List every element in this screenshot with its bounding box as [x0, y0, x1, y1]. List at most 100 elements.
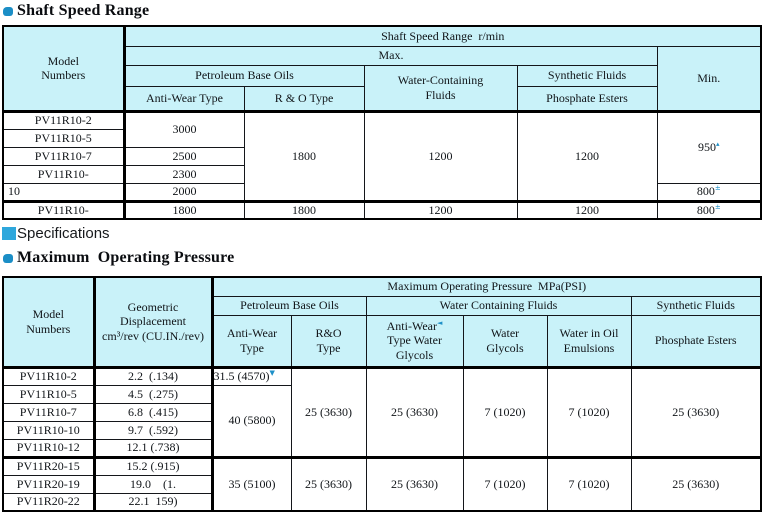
displacement-cell: 19.0 (1.: [92, 474, 213, 494]
pressure-cell: 25 (3630): [630, 366, 762, 458]
model-cell: PV11R10-7: [2, 402, 95, 422]
pressure-cell: 31.5 (4570)▼: [210, 366, 292, 386]
min-speed-cell: 800±: [656, 199, 762, 220]
speed-cell: 1800: [243, 199, 365, 220]
table-row: PV11R10-10 9.7 (.592): [2, 420, 761, 440]
speed-cell: 1800: [122, 199, 245, 220]
model-cell: PV11R10-5: [2, 128, 125, 148]
pressure-cell: 40 (5800): [210, 384, 292, 458]
pressure-cell: 25 (3630): [365, 455, 464, 512]
synthetic-fluids-header: Synthetic Fluids: [630, 295, 762, 316]
synthetic-fluids-header: Synthetic Fluids: [516, 64, 658, 87]
table-row: PV11R10-7 6.8 (.415): [2, 402, 761, 422]
model-cell: PV11R10-: [2, 199, 125, 220]
model-cell: PV11R10-10: [2, 420, 95, 440]
petroleum-base-oils-header: Petroleum Base Oils: [210, 295, 367, 316]
displacement-cell: 2.2 (.134): [92, 366, 213, 386]
pressure-cell: 25 (3630): [290, 366, 367, 458]
footnote-marker-icon: ▼: [269, 369, 275, 378]
speed-cell: 1800: [243, 110, 365, 202]
table-row: Petroleum Base Oils Water Containing Flu…: [3, 295, 762, 316]
table-row: PV11R10- 1800 1800 1200 1200 800±: [2, 199, 762, 220]
table-row: PV11R20-22 22.1 159): [2, 492, 761, 512]
displacement-cell: 15.2 (.915): [92, 455, 213, 476]
model-cell: 10: [2, 182, 125, 202]
shaft-speed-range-title-cell: Shaft Speed Range r/min: [122, 25, 762, 47]
petroleum-base-oils-header: Petroleum Base Oils: [122, 64, 365, 87]
model-numbers-header: Model Numbers: [2, 25, 125, 113]
anti-wear-type-header: Anti-Wear Type: [122, 85, 245, 113]
model-cell: PV11R20-19: [2, 474, 95, 494]
pressure-cell: 25 (3630): [290, 455, 367, 512]
displacement-cell: 12.1 (.738): [92, 438, 213, 458]
speed-cell: 2000: [122, 182, 245, 202]
displacement-cell: 6.8 (.415): [92, 402, 213, 422]
min-speed-value: 950: [697, 140, 716, 155]
model-cell: PV11R10-12: [2, 438, 95, 458]
section-heading-shaft-speed-range: Shaft Speed Range: [3, 2, 760, 20]
section-heading-specifications: Specifications: [2, 225, 760, 242]
bullet-icon: [3, 253, 13, 263]
anti-wear-type-header: Anti-Wear Type: [210, 314, 292, 369]
table-row: Petroleum Base Oils Water-Containing Flu…: [3, 64, 761, 113]
max-operating-pressure-title-cell: Maximum Operating Pressure MPa(PSI): [210, 276, 762, 297]
phosphate-esters-header: Phosphate Esters: [516, 85, 658, 113]
heading-text: Specifications: [17, 225, 110, 242]
table-row: Model Numbers Geometric Displacement cm³…: [2, 276, 762, 369]
table-row: Model Numbers Shaft Speed Range r/min: [2, 25, 762, 113]
footnote-marker-icon: ◄: [436, 318, 443, 327]
water-containing-fluids-header: Water-Containing Fluids: [363, 64, 518, 113]
table-row: PV11R10-2 2.2 (.134) 31.5 (4570)▼ 25 (36…: [2, 366, 762, 458]
displacement-cell: 4.5 (.275): [92, 384, 213, 404]
table-row: PV11R10-5 4.5 (.275) 40 (5800): [2, 384, 761, 458]
model-cell: PV11R10-: [2, 164, 125, 184]
min-speed-value: 800: [696, 184, 715, 199]
pressure-cell: 7 (1020): [462, 455, 548, 512]
heading-text: Maximum Operating Pressure: [17, 249, 235, 266]
model-numbers-header: Model Numbers: [2, 276, 95, 369]
min-header: Min.: [656, 45, 762, 113]
pressure-cell: 7 (1020): [546, 366, 632, 458]
phosphate-esters-header: Phosphate Esters: [630, 314, 762, 369]
shaft-speed-range-table: Model Numbers Shaft Speed Range r/min Ma…: [2, 25, 762, 220]
pressure-cell: 25 (3630): [365, 366, 464, 458]
max-header: Max.: [122, 45, 658, 66]
table-row: PV11R20-15 15.2 (.915) 35 (5100) 25 (363…: [2, 455, 762, 512]
water-in-oil-emulsions-header: Water in Oil Emulsions: [546, 314, 632, 369]
table-row: Anti-Wear Type R & O Type Phosphate Este…: [3, 85, 761, 113]
speed-cell: 3000: [122, 110, 245, 148]
bullet-icon: [3, 6, 13, 16]
model-cell: PV11R10-2: [2, 366, 95, 386]
speed-cell: 1200: [363, 199, 518, 220]
footnote-marker-icon: ▴: [715, 140, 720, 149]
water-containing-fluids-header: Water Containing Fluids: [365, 295, 632, 316]
anti-wear-water-glycols-header: Anti-Wear◄ Type Water Glycols: [365, 314, 464, 369]
table-row: PV11R10-5: [2, 128, 761, 148]
table-row: Anti-Wear Type R&O Type Anti-Wear◄ Type …: [3, 314, 762, 369]
model-cell: PV11R10-2: [2, 110, 125, 130]
square-bullet-icon: [2, 227, 16, 240]
model-cell: PV11R20-15: [2, 455, 95, 476]
table-row: PV11R20-19 19.0 (1.: [2, 474, 761, 494]
geometric-displacement-header: Geometric Displacement cm³/rev (CU.IN./r…: [92, 276, 213, 369]
pressure-cell: 7 (1020): [462, 366, 548, 458]
table-row: PV11R10-2 3000 1800 1200 1200 950▴: [2, 110, 762, 202]
pressure-value: 31.5 (4570): [213, 369, 270, 384]
maximum-operating-pressure-table: Model Numbers Geometric Displacement cm³…: [2, 276, 762, 512]
table-row: PV11R10- 2300: [2, 164, 761, 184]
pressure-cell: 7 (1020): [546, 455, 632, 512]
model-cell: PV11R10-5: [2, 384, 95, 404]
header-text: Type Water Glycols: [387, 333, 442, 362]
speed-cell: 1200: [516, 199, 658, 220]
speed-cell: 1200: [363, 110, 518, 202]
table-row: Max. Min.: [3, 45, 762, 113]
ro-type-header: R&O Type: [290, 314, 367, 369]
water-glycols-header: Water Glycols: [462, 314, 548, 369]
section-heading-max-operating-pressure: Maximum Operating Pressure: [3, 249, 760, 267]
ro-type-header: R & O Type: [243, 85, 365, 113]
table-row: PV11R10-7 2500: [2, 146, 761, 166]
speed-cell: 2500: [122, 146, 245, 166]
min-speed-cell: 800±: [656, 182, 762, 202]
displacement-cell: 22.1 159): [92, 492, 213, 512]
